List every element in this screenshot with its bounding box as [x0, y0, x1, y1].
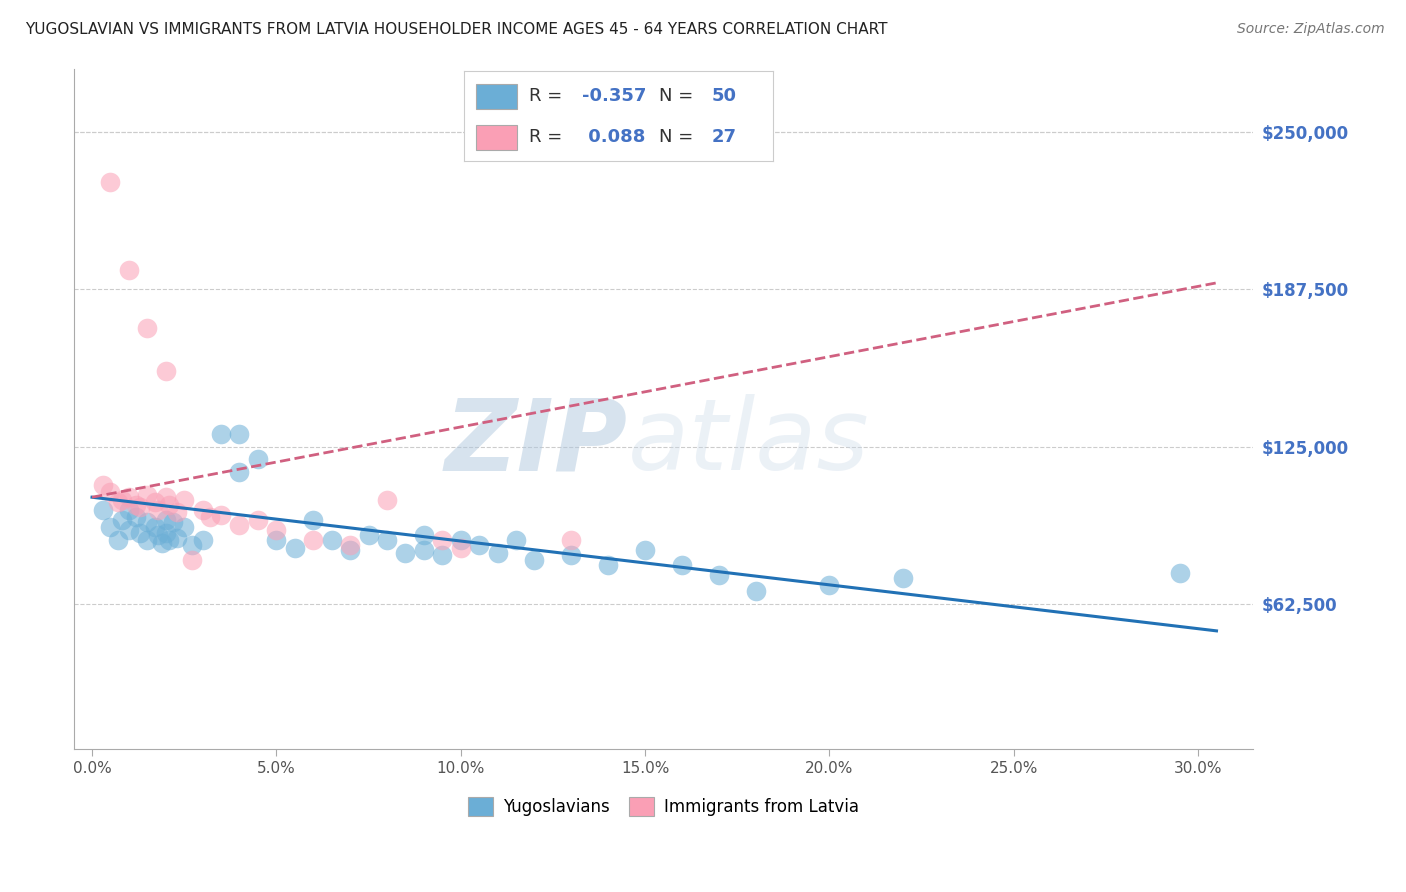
Point — [228, 465, 250, 479]
Point — [107, 533, 129, 547]
Point — [339, 543, 361, 558]
Point — [118, 263, 141, 277]
Point — [209, 427, 232, 442]
Point — [339, 538, 361, 552]
Text: N =: N = — [659, 128, 699, 146]
Point — [321, 533, 343, 547]
Point — [432, 533, 454, 547]
Point — [818, 578, 841, 592]
Point — [560, 548, 582, 562]
Point — [110, 492, 132, 507]
Point — [671, 558, 693, 573]
Point — [744, 583, 766, 598]
Point — [129, 500, 152, 515]
Point — [173, 520, 195, 534]
Text: R =: R = — [529, 87, 568, 105]
Text: R =: R = — [529, 128, 568, 146]
Point — [598, 558, 620, 573]
Point — [173, 492, 195, 507]
Point — [523, 553, 546, 567]
Point — [266, 533, 288, 547]
Point — [891, 571, 914, 585]
Point — [357, 528, 380, 542]
Point — [118, 490, 141, 504]
Point — [118, 503, 141, 517]
Point — [180, 538, 202, 552]
Point — [505, 533, 527, 547]
Point — [136, 533, 159, 547]
Point — [412, 543, 434, 558]
Point — [159, 498, 181, 512]
Point — [375, 492, 398, 507]
Point — [118, 523, 141, 537]
Point — [129, 525, 152, 540]
Point — [162, 516, 184, 530]
Point — [266, 523, 288, 537]
Point — [209, 508, 232, 522]
Point — [148, 528, 170, 542]
Point — [707, 568, 730, 582]
Text: Source: ZipAtlas.com: Source: ZipAtlas.com — [1237, 22, 1385, 37]
Point — [375, 533, 398, 547]
Point — [155, 513, 177, 527]
Text: ZIP: ZIP — [446, 394, 628, 491]
Point — [394, 546, 416, 560]
Point — [450, 541, 472, 555]
Point — [110, 513, 132, 527]
Point — [125, 510, 148, 524]
Point — [228, 518, 250, 533]
Point — [228, 427, 250, 442]
FancyBboxPatch shape — [477, 125, 516, 150]
Point — [302, 513, 325, 527]
Point — [486, 546, 509, 560]
Point — [143, 520, 166, 534]
Point — [143, 495, 166, 509]
Text: 50: 50 — [711, 87, 737, 105]
Text: N =: N = — [659, 87, 699, 105]
Point — [191, 533, 214, 547]
Point — [100, 520, 122, 534]
Point — [91, 503, 114, 517]
Point — [468, 538, 491, 552]
Point — [155, 525, 177, 540]
Point — [148, 503, 170, 517]
Point — [180, 553, 202, 567]
Point — [246, 513, 269, 527]
Point — [136, 516, 159, 530]
Point — [1168, 566, 1191, 580]
Point — [136, 321, 159, 335]
Point — [150, 535, 173, 549]
Text: -0.357: -0.357 — [582, 87, 645, 105]
FancyBboxPatch shape — [477, 84, 516, 109]
Point — [246, 452, 269, 467]
Text: YUGOSLAVIAN VS IMMIGRANTS FROM LATVIA HOUSEHOLDER INCOME AGES 45 - 64 YEARS CORR: YUGOSLAVIAN VS IMMIGRANTS FROM LATVIA HO… — [25, 22, 887, 37]
Point — [155, 364, 177, 378]
Point — [159, 533, 181, 547]
Point — [191, 503, 214, 517]
Point — [107, 495, 129, 509]
Legend: Yugoslavians, Immigrants from Latvia: Yugoslavians, Immigrants from Latvia — [461, 790, 866, 822]
Point — [634, 543, 657, 558]
Text: atlas: atlas — [628, 394, 870, 491]
Point — [136, 488, 159, 502]
Point — [302, 533, 325, 547]
Point — [560, 533, 582, 547]
Text: 27: 27 — [711, 128, 737, 146]
Point — [412, 528, 434, 542]
Point — [284, 541, 307, 555]
Point — [100, 175, 122, 189]
Point — [450, 533, 472, 547]
Point — [91, 477, 114, 491]
Text: 0.088: 0.088 — [582, 128, 645, 146]
Point — [100, 485, 122, 500]
Point — [166, 531, 188, 545]
Point — [166, 505, 188, 519]
Point — [432, 548, 454, 562]
Point — [125, 498, 148, 512]
Point — [155, 490, 177, 504]
Point — [198, 510, 221, 524]
